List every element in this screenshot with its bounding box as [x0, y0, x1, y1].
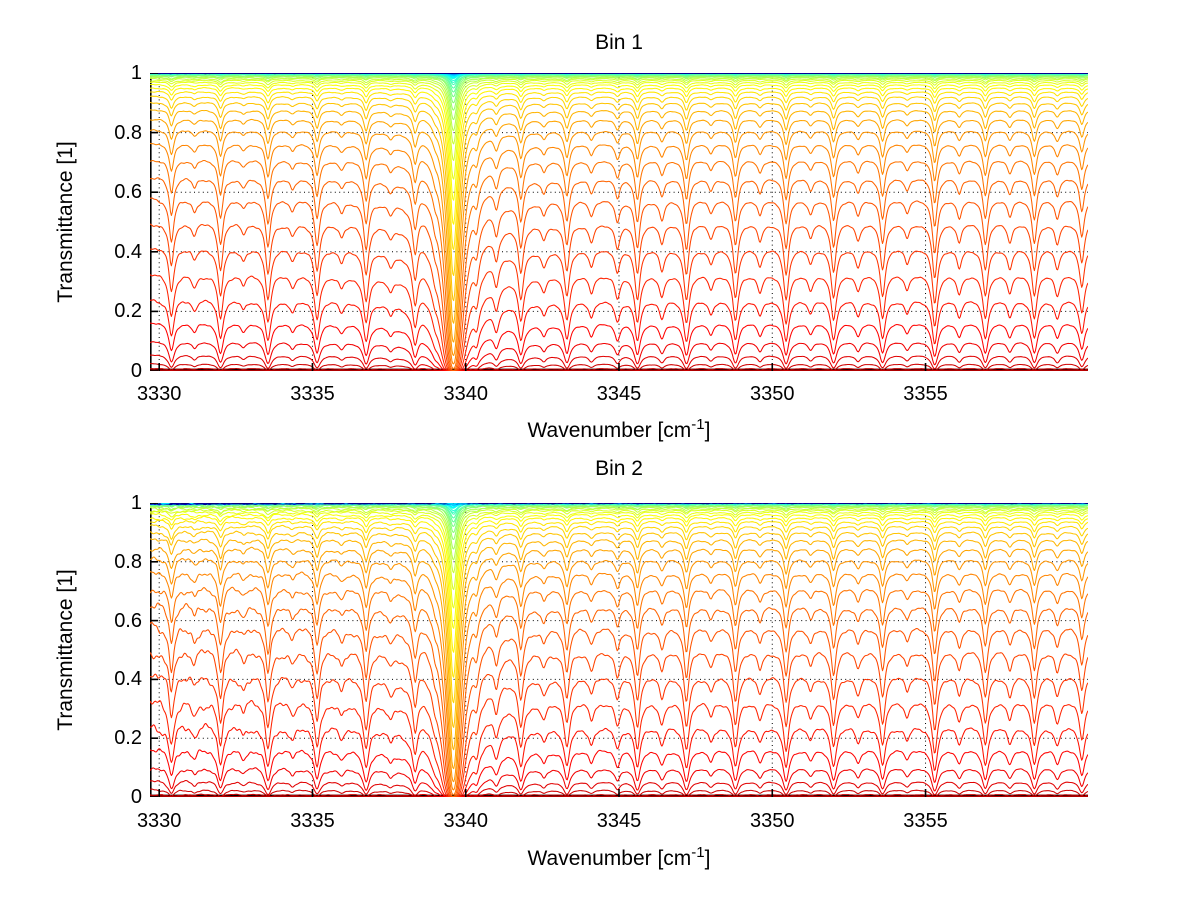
x-axis-label-superscript: -1 — [691, 416, 705, 433]
plot-title-bin2: Bin 2 — [595, 457, 643, 480]
plot-area-bin2 — [150, 503, 1088, 797]
y-axis-label-bin2: Transmittance [1] — [54, 569, 77, 731]
y-tick-label: 0.4 — [114, 668, 142, 691]
x-axis-label-bin1: Wavenumber [cm-1] — [150, 416, 1088, 443]
spectrum-curve — [150, 722, 1088, 797]
spectrum-curve — [150, 129, 1088, 357]
spectrum-curve — [150, 546, 1088, 770]
spectrum-curve — [150, 76, 1088, 132]
spectrum-curve — [150, 621, 1088, 797]
plot-area-bin1 — [150, 73, 1088, 371]
spectrum-curve — [150, 519, 1088, 678]
spectrum-curve — [150, 248, 1088, 371]
y-tick-label: 0.6 — [114, 181, 142, 204]
spectrum-curve — [150, 530, 1088, 728]
x-axis-label-text: Wavenumber [cm — [527, 847, 692, 870]
x-tick-label: 3350 — [750, 810, 795, 832]
spectrum-curve — [150, 513, 1088, 629]
spectrum-curve — [150, 508, 1088, 591]
spectrum-curve — [150, 341, 1088, 371]
plot-title-bin1: Bin 1 — [595, 31, 643, 54]
spectrum-curve — [150, 83, 1088, 201]
spectrum-curve — [150, 223, 1088, 371]
spectrum-curve — [150, 779, 1088, 797]
x-tick-label: 3330 — [136, 383, 182, 405]
spectrum-curve — [150, 90, 1088, 251]
y-tick-label: 0.2 — [114, 727, 142, 750]
x-tick-label: 3345 — [596, 810, 642, 832]
y-tick-label: 0.8 — [114, 550, 142, 573]
spectrum-curve — [150, 570, 1088, 791]
spectrum-curve — [150, 274, 1088, 371]
x-axis-label-text: Wavenumber [cm — [527, 419, 692, 442]
spectrum-curve — [150, 648, 1088, 797]
y-tick-label: 0.8 — [114, 121, 142, 144]
spectrum-curve — [150, 748, 1088, 797]
y-axis-label-bin1: Transmittance [1] — [54, 141, 77, 303]
x-tick-label: 3350 — [750, 383, 795, 405]
x-tick-label: 3340 — [443, 810, 488, 832]
x-axis-label-text-end: ] — [704, 419, 711, 442]
spectrum-curve — [150, 556, 1088, 783]
spectrum-curve — [150, 354, 1088, 371]
spectrum-curve — [150, 299, 1088, 371]
spectrum-curve — [150, 524, 1088, 704]
x-tick-label: 3345 — [596, 383, 642, 405]
spectrum-curve — [150, 515, 1088, 653]
spectrum-curve — [150, 101, 1088, 302]
y-tick-label: 1 — [130, 62, 142, 84]
y-tick-label: 0.4 — [114, 240, 142, 263]
spectrum-curve — [150, 118, 1088, 343]
spectrum-curve — [150, 74, 1088, 104]
spectrum-curve — [150, 506, 1088, 574]
spectrum-curve — [150, 95, 1088, 277]
spectrum-curve — [150, 75, 1088, 121]
x-tick-label: 3330 — [136, 810, 182, 832]
spectrum-curve — [150, 767, 1088, 797]
spectrum-curve — [150, 142, 1088, 365]
spectrum-curve — [150, 673, 1088, 797]
spectrum-curve — [150, 197, 1088, 371]
y-tick-label: 0.2 — [114, 300, 142, 323]
spectrum-curve — [150, 505, 1088, 561]
x-axis-label-text-end: ] — [704, 847, 711, 870]
spectrum-curve — [150, 109, 1088, 324]
spectrum-curve — [150, 79, 1088, 162]
spectrum-curve — [150, 586, 1088, 796]
spectrum-curve — [150, 699, 1088, 797]
y-tick-label: 0 — [130, 360, 142, 382]
x-tick-label: 3335 — [290, 810, 335, 832]
spectrum-curve — [150, 538, 1088, 751]
x-tick-label: 3340 — [443, 383, 488, 405]
y-tick-label: 0 — [130, 786, 142, 808]
spectrum-curve — [150, 73, 1088, 75]
x-tick-label: 3355 — [903, 810, 948, 832]
y-tick-label: 0.6 — [114, 609, 142, 632]
spectrum-curve — [150, 322, 1088, 371]
x-axis-label-bin2: Wavenumber [cm-1] — [150, 844, 1088, 871]
y-tick-label: 1 — [130, 492, 142, 514]
spectrum-curve — [150, 602, 1088, 797]
spectrum-curve — [150, 159, 1088, 370]
spectrum-curve — [150, 77, 1088, 145]
x-tick-label: 3355 — [903, 383, 948, 405]
spectrum-curve — [150, 177, 1088, 371]
x-tick-label: 3335 — [290, 383, 335, 405]
spectrum-curve — [150, 87, 1088, 225]
x-axis-label-superscript: -1 — [691, 844, 705, 861]
spectrum-curve — [150, 81, 1088, 180]
